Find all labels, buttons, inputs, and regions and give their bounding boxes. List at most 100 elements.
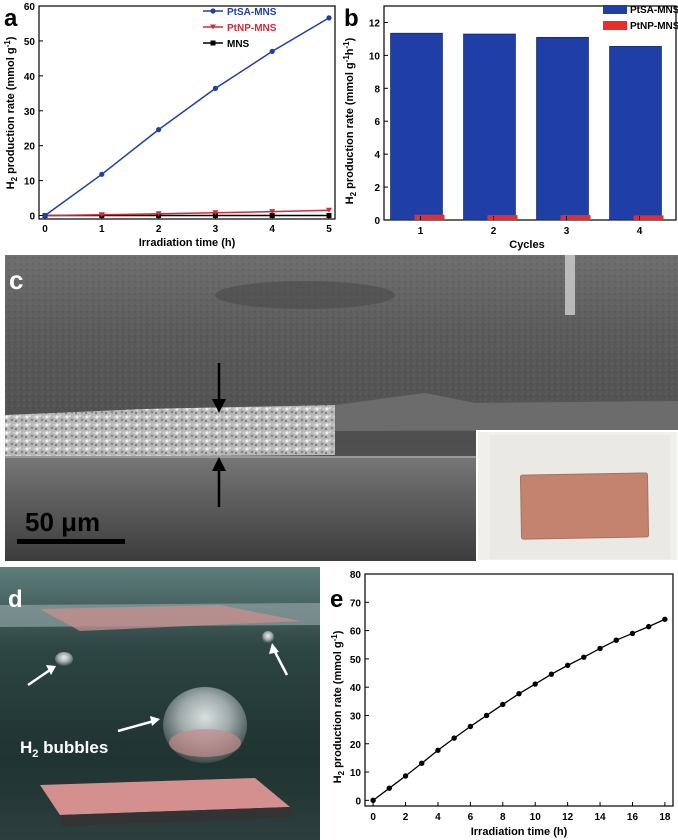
bubbles-caption: H2 bubbles [20,738,108,760]
chart-a-point-ptsa [269,48,275,54]
svg-text:H2 production rate (mmol g-1): H2 production rate (mmol g-1) [3,36,19,189]
chart-e-ytick-label: 30 [350,711,362,722]
chart-e-ylabel-rest: production rate (mmol g [332,641,344,771]
chart-e-ytick-label: 0 [355,796,361,807]
chart-e-point [483,712,490,719]
chart-b-xtick-label: 4 [637,226,643,237]
chart-e-ylabel-main: H [332,775,344,783]
chart-a-xtick-label: 3 [213,224,219,235]
chart-e-line [372,618,666,801]
chart-b-ylabel-end: ) [344,37,356,41]
sample-film [519,472,650,540]
chart-e-point [532,681,538,687]
legend-swatch-mns-marker [210,40,216,46]
chart-e-xtick-label: 0 [370,812,376,823]
chart-e-point [435,747,441,753]
chart-b-plot-frame [383,5,677,221]
chart-e-ylabel-end: ) [332,630,344,634]
chart-b-xtick-label: 3 [564,226,570,237]
legend-label-mns: MNS [227,39,250,50]
thickness-arrow-up [212,457,226,507]
chart-a-point-mns [326,213,332,219]
chart-a-point-ptsa [156,127,162,133]
chart-a-point-ptnp [326,207,332,213]
chart-a-point-ptsa [212,85,218,92]
bubbles-photo: H2 bubbles d [0,567,320,840]
chart-b-yaxis-title: H2 production rate (mmol g-1h-1) [342,37,358,204]
chart-e-point [662,616,668,622]
chart-e-ylabel-sup: -1 [330,634,339,642]
legend-swatch-b-ptnp [603,21,627,30]
chart-a-point-mns [269,213,275,219]
chart-b-ytick-label: 10 [369,51,381,62]
chart-e-yaxis-title: H2 production rate (mmol g-1) [330,630,346,783]
scale-bar-label: 50 μm [25,507,100,537]
chart-b-ytick-label: 0 [374,216,380,227]
chart-a-point-mns [212,213,218,219]
chart-e: e H2 production rate (mmol g-1) 01020304… [330,570,674,838]
small-bubble-right [262,631,274,643]
chart-b: b H2 production rate (mmol g-1h-1) 02468… [342,5,678,251]
chart-e-point [386,785,393,791]
chart-a-yaxis-title: H2 production rate (mmol g-1) [3,36,19,189]
chart-e-point [645,623,652,630]
legend-label-ptsa: PtSA-MNS [227,7,277,18]
chart-a-ylabel-rest: production rate (mmol g [5,47,17,177]
chart-b-ytick-label: 8 [374,84,380,95]
chart-a-ytick-label: 50 [24,37,36,48]
chart-b-bar-ptnp [633,215,664,220]
chart-a-ytick-label: 10 [24,177,36,188]
chart-a-ylabel-end: ) [5,36,17,40]
chart-a-xtick-label: 4 [269,224,275,235]
chart-b-xtick-label: 1 [418,226,424,237]
chart-b-ylabel-sub: 2 [349,191,358,196]
legend-swatch-ptsa-marker [210,8,216,14]
chart-b-bar-ptnp [560,215,591,220]
panel-label-a: a [4,5,18,32]
chart-a-ytick-label: 20 [24,142,36,153]
bottom-electrode [40,778,290,815]
chart-a-xtick-label: 0 [42,224,48,235]
svg-text:H2 production rate (mmol g-1): H2 production rate (mmol g-1) [330,630,346,783]
chart-a-ylabel-main: H [5,181,17,189]
chart-b-ylabel-rest: production rate (mmol g [344,62,356,192]
chart-a-legend: PtSA-MNS PtNP-MNS MNS [203,7,277,50]
chart-a-ytick-label: 30 [24,107,36,118]
chart-a-point-ptsa [326,15,332,21]
chart-e-xtick-label: 6 [468,812,474,823]
chart-e-point [597,645,603,652]
legend-label-ptnp: PtNP-MNS [227,23,277,34]
chart-b-xtick-label: 2 [491,226,497,237]
chart-e-point [500,701,506,708]
chart-b-bar-ptsa [463,33,516,221]
chart-a-ylabel-sup: -1 [3,40,12,48]
chart-e-xtick-label: 14 [594,812,606,823]
chart-e-xtick-label: 12 [562,812,574,823]
chart-b-xaxis-title: Cycles [509,239,544,251]
chart-b-legend: PtSA-MNS PtNP-MNS [603,5,678,32]
sem-micrograph: c 50 μm [5,255,678,561]
chart-a-point-ptnp [98,212,105,218]
chart-e-xtick-label: 2 [403,812,409,823]
chart-b-bar-ptnp [487,215,518,220]
chart-e-ytick-label: 40 [350,683,362,694]
panel-label-d: d [8,586,23,613]
chart-e-xtick-label: 16 [627,812,639,823]
chart-a-xtick-label: 5 [326,224,332,235]
chart-e-ytick-label: 60 [350,627,362,638]
chart-a-point-ptsa [99,171,105,177]
chart-a-xtick-label: 1 [99,224,105,235]
chart-a-point-ptnp [269,209,276,215]
chart-e-point [451,735,457,741]
chart-e-ylabel-sub: 2 [337,770,346,775]
chart-a-point-ptnp [212,210,219,216]
legend-swatch-ptnp-marker [210,24,216,30]
chart-e-point [419,760,425,766]
chart-a-xtick-label: 2 [156,224,162,235]
chart-e-ytick-label: 50 [350,655,362,666]
chart-b-ytick-label: 6 [374,117,380,128]
chart-b-ylabel-sup2: -1 [342,41,351,49]
legend-label-b-ptsa: PtSA-MNS [630,5,678,16]
chart-e-point [564,662,571,669]
chart-e-ytick-label: 20 [350,740,362,751]
